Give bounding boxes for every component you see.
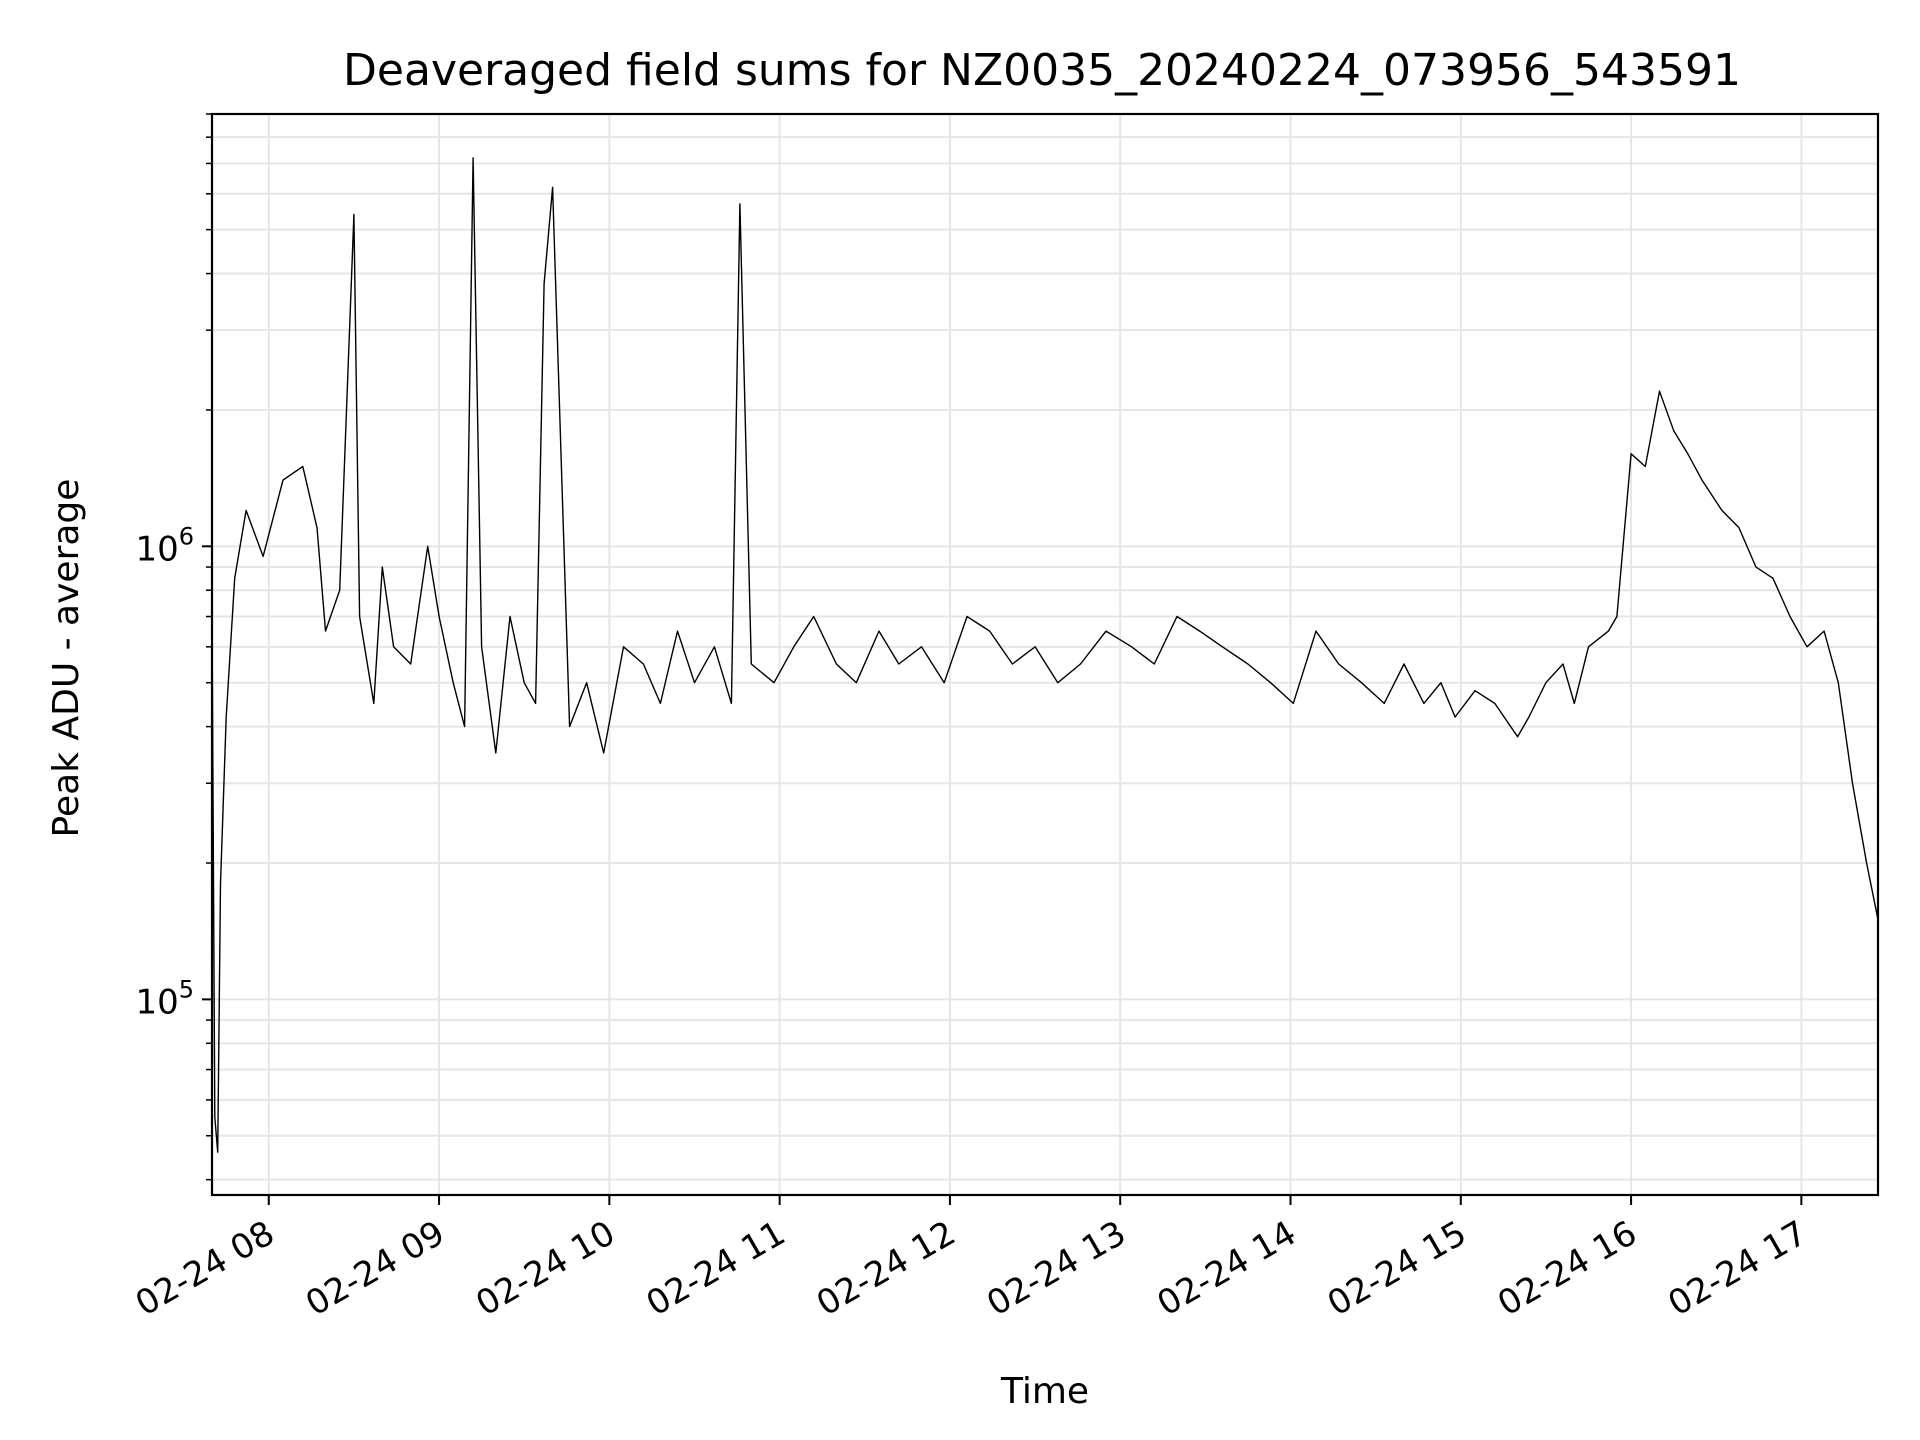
chart-title: Deaveraged field sums for NZ0035_2024022… bbox=[343, 45, 1741, 96]
y-tick-exponent: 6 bbox=[179, 522, 194, 550]
y-tick-label: 106 bbox=[135, 522, 194, 569]
y-tick-exponent: 5 bbox=[179, 975, 194, 1003]
y-tick-label: 105 bbox=[135, 975, 194, 1022]
series-line-0 bbox=[211, 157, 1879, 1153]
x-axis-label: Time bbox=[1000, 1371, 1089, 1412]
y-tick-base: 10 bbox=[135, 982, 178, 1022]
grid bbox=[212, 113, 1878, 1195]
data-series bbox=[211, 157, 1879, 1153]
y-axis-label: Peak ADU - average bbox=[46, 479, 87, 838]
y-tick-base: 10 bbox=[135, 529, 178, 569]
plot-frame bbox=[210, 112, 1880, 1197]
